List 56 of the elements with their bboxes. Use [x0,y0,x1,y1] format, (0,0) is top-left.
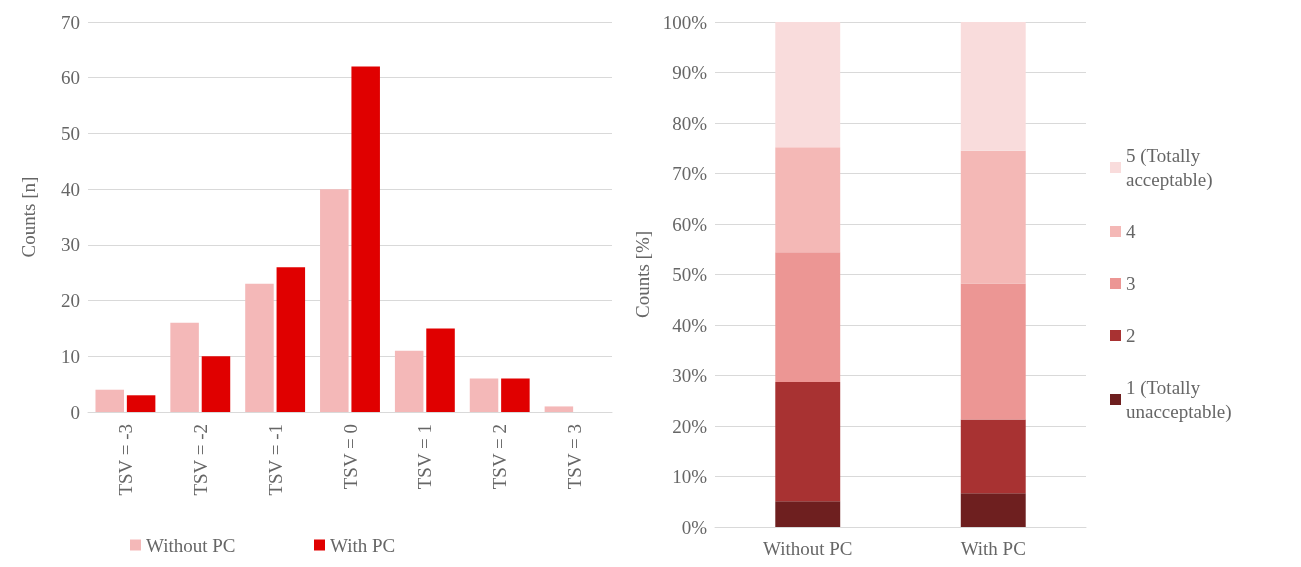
bar [775,252,841,383]
y-tick-label: 90% [672,62,708,83]
y-tick-label: 100% [662,11,708,33]
bar [95,389,124,412]
y-tick-label: 50 [61,122,80,144]
y-tick-label: 50% [672,264,708,285]
bar [960,150,1026,284]
bar [469,378,499,412]
y-tick-label: 70 [61,11,80,33]
y-tick-label: 30% [672,365,708,386]
bar [126,395,156,412]
y-tick-label: 0% [681,516,708,538]
y-tick-label: 0 [70,401,80,423]
bar [276,267,306,412]
bar [426,328,455,412]
bar [775,501,841,527]
bar [201,356,231,412]
bar [960,419,1026,494]
y-tick-label: 20 [61,290,80,312]
y-axis-title: Counts [%] [631,230,653,319]
y-tick-label: 60% [672,213,708,235]
bar [960,493,1026,527]
x-tick-label: TSV = -2 [189,424,211,496]
bar [351,66,380,412]
y-axis-title: Counts [n] [18,176,39,258]
bar [775,22,841,148]
bar [960,22,1026,151]
bar [775,147,841,253]
y-tick-label: 10 [61,345,80,367]
x-tick-label: TSV = 2 [489,424,511,490]
bar [775,382,841,502]
x-tick-label: TSV = 1 [414,424,436,490]
bar [544,406,574,412]
legend-label: 4 [1126,221,1136,242]
bar [501,378,530,412]
y-tick-label: 20% [672,415,708,437]
y-tick-label: 40 [61,178,80,200]
legend-label: 1 (Totally unacceptable) [1126,377,1232,423]
x-tick-label: TSV = 3 [564,424,586,490]
legend-label: 2 [1126,325,1136,346]
legend-label: 3 [1126,273,1136,294]
bar [245,283,274,412]
bar [960,283,1026,420]
bar [394,350,424,412]
y-tick-label: 80% [672,112,708,134]
x-tick-label: TSV = 0 [339,424,361,490]
bar [320,189,349,412]
bar [170,322,199,412]
y-tick-label: 70% [672,163,708,184]
x-tick-label: TSV = -3 [114,424,136,496]
y-tick-label: 30 [61,234,80,256]
y-tick-label: 40% [672,314,708,336]
y-tick-label: 10% [672,466,708,487]
legend-label: 5 (Totally acceptable) [1126,145,1213,191]
x-tick-label: TSV = -1 [264,424,286,496]
y-tick-label: 60 [61,67,80,89]
